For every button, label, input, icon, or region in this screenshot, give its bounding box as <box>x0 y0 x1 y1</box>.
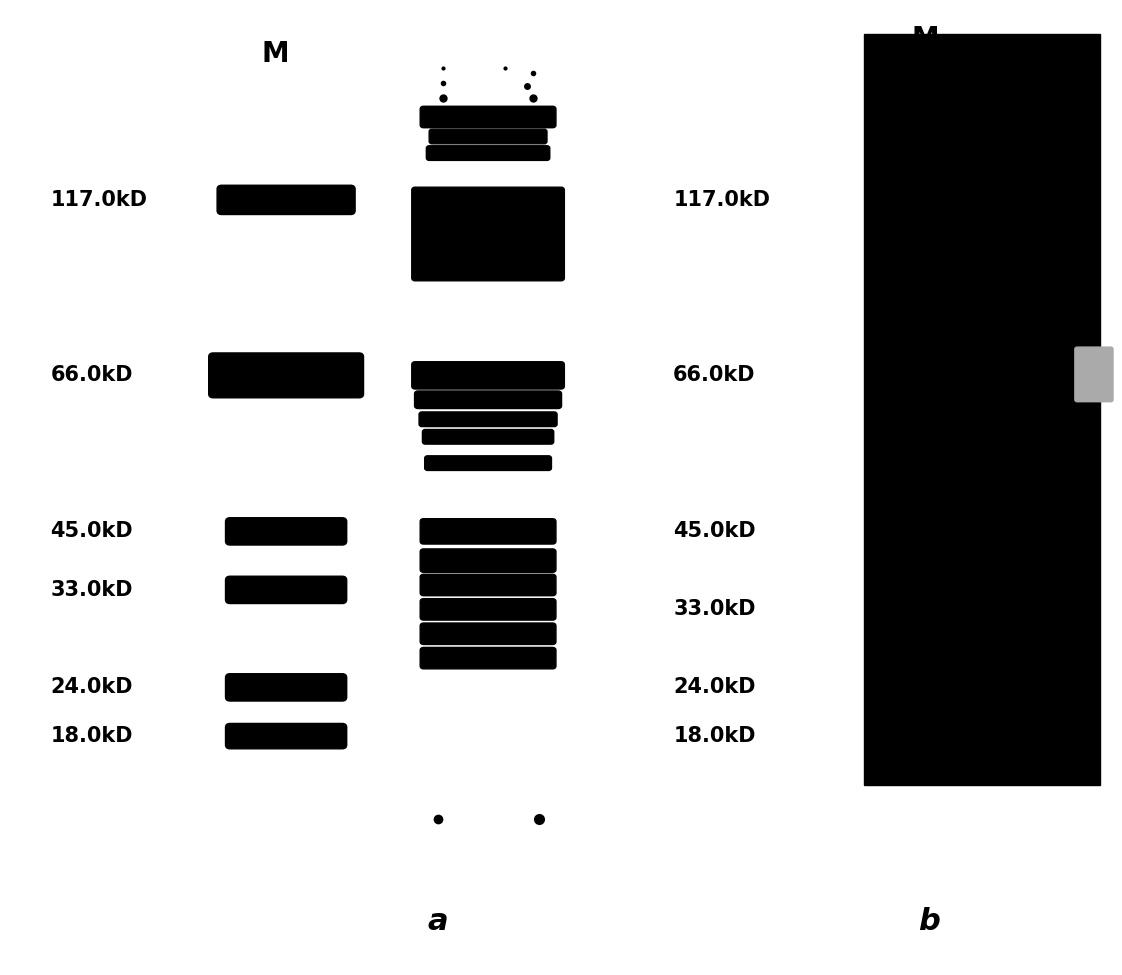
FancyBboxPatch shape <box>226 518 347 545</box>
FancyBboxPatch shape <box>420 519 557 544</box>
Text: 66.0kD: 66.0kD <box>50 366 134 385</box>
FancyBboxPatch shape <box>420 411 557 427</box>
Text: 18.0kD: 18.0kD <box>50 726 134 746</box>
FancyBboxPatch shape <box>226 576 347 604</box>
FancyBboxPatch shape <box>429 129 548 143</box>
FancyBboxPatch shape <box>420 623 557 644</box>
Text: 33.0kD: 33.0kD <box>50 580 134 600</box>
Text: 117.0kD: 117.0kD <box>673 190 770 210</box>
Text: 117.0kD: 117.0kD <box>50 190 147 210</box>
Text: 66.0kD: 66.0kD <box>673 366 756 385</box>
Text: 24.0kD: 24.0kD <box>50 678 134 697</box>
FancyBboxPatch shape <box>420 106 557 128</box>
FancyBboxPatch shape <box>217 185 355 214</box>
FancyBboxPatch shape <box>226 723 347 749</box>
FancyBboxPatch shape <box>226 674 347 701</box>
FancyBboxPatch shape <box>209 353 364 398</box>
Text: 45.0kD: 45.0kD <box>50 522 134 541</box>
FancyBboxPatch shape <box>412 362 564 389</box>
FancyBboxPatch shape <box>422 429 553 444</box>
Text: M: M <box>912 25 939 53</box>
Text: 33.0kD: 33.0kD <box>673 600 756 619</box>
FancyBboxPatch shape <box>1075 347 1113 402</box>
Text: 24.0kD: 24.0kD <box>673 678 756 697</box>
FancyBboxPatch shape <box>420 574 557 596</box>
FancyBboxPatch shape <box>412 187 564 281</box>
FancyBboxPatch shape <box>420 647 557 669</box>
FancyBboxPatch shape <box>420 599 557 620</box>
Text: 18.0kD: 18.0kD <box>673 726 756 746</box>
Bar <box>864 34 1100 785</box>
FancyBboxPatch shape <box>415 391 561 409</box>
FancyBboxPatch shape <box>420 549 557 572</box>
Text: a: a <box>427 907 448 936</box>
FancyBboxPatch shape <box>426 145 550 160</box>
Text: b: b <box>918 907 940 936</box>
FancyBboxPatch shape <box>424 455 551 470</box>
Text: M: M <box>261 40 288 67</box>
Text: 45.0kD: 45.0kD <box>673 522 756 541</box>
